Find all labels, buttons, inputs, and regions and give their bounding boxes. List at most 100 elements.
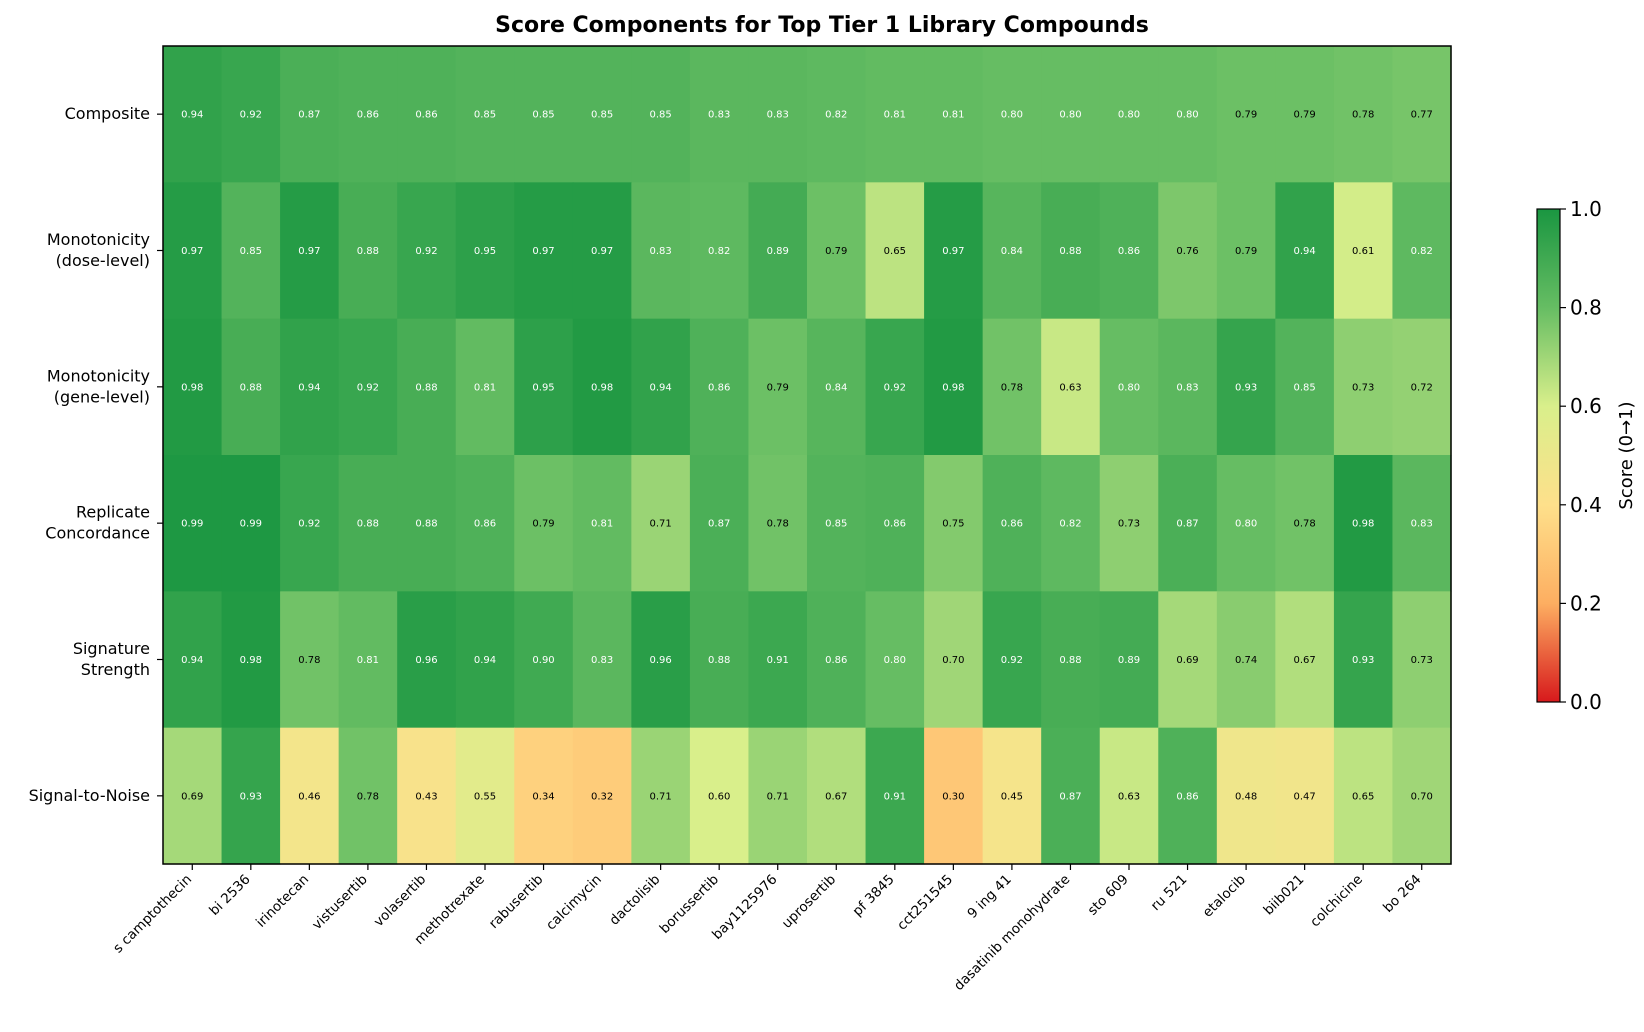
y-tick-label: Signal-to-Noise — [29, 786, 150, 805]
cell-value-label: 0.65 — [884, 246, 906, 257]
cell-value-label: 0.79 — [825, 246, 847, 257]
heatmap-cell — [748, 318, 808, 456]
cell-value-label: 0.79 — [1235, 246, 1257, 257]
cell-value-label: 0.93 — [1352, 655, 1374, 666]
cell-value-label: 0.89 — [767, 246, 789, 257]
heatmap-cell — [631, 318, 691, 456]
cell-value-label: 0.85 — [591, 110, 613, 121]
heatmap-cell — [397, 46, 457, 183]
heatmap-cell — [455, 727, 515, 865]
heatmap-cell — [1216, 455, 1276, 592]
x-tick-label: bo 264 — [1380, 872, 1424, 916]
cell-value-label: 0.85 — [650, 110, 672, 121]
cell-value-label: 0.73 — [1118, 519, 1140, 530]
heatmap-cell — [1158, 591, 1218, 729]
heatmap-cell — [221, 46, 281, 183]
heatmap-cell — [163, 182, 223, 320]
heatmap-cell — [631, 182, 691, 320]
cell-value-label: 0.81 — [591, 519, 613, 530]
cell-value-label: 0.80 — [1176, 110, 1198, 121]
cell-value-label: 0.80 — [884, 655, 906, 666]
cell-value-label: 0.92 — [240, 110, 262, 121]
cell-value-label: 0.87 — [1176, 519, 1198, 530]
colorbar-gradient — [1536, 208, 1561, 703]
x-tick-label: volasertib — [371, 872, 430, 931]
heatmap-cell — [1158, 182, 1218, 320]
heatmap-cell — [572, 318, 632, 456]
heatmap-cell — [1216, 318, 1276, 456]
cell-value-label: 0.83 — [767, 110, 789, 121]
heatmap-cell — [280, 455, 340, 592]
cell-value-label: 0.83 — [708, 110, 730, 121]
x-tick-label: bi 2536 — [206, 872, 253, 919]
cell-value-label: 0.82 — [708, 246, 730, 257]
heatmap-cell — [1099, 46, 1159, 183]
heatmap-cell — [924, 318, 984, 456]
x-tick-label: uprosertib — [779, 872, 839, 932]
heatmap-cell — [807, 182, 867, 320]
cell-value-label: 0.88 — [357, 519, 379, 530]
heatmap-cell — [982, 455, 1042, 592]
cell-value-label: 0.74 — [1235, 655, 1257, 666]
heatmap-cell — [280, 318, 340, 456]
cell-value-label: 0.81 — [942, 110, 964, 121]
heatmap-cell — [807, 727, 867, 865]
cell-value-label: 0.98 — [1352, 519, 1374, 530]
colorbar-tick-label: 0.4 — [1570, 493, 1602, 517]
cell-value-label: 0.81 — [474, 382, 496, 393]
cell-value-label: 0.30 — [942, 791, 964, 802]
cell-value-label: 0.78 — [767, 519, 789, 530]
heatmap-cell — [631, 727, 691, 865]
cell-value-label: 0.82 — [1059, 519, 1081, 530]
heatmap-cell — [748, 182, 808, 320]
cell-value-label: 0.77 — [1411, 110, 1433, 121]
x-tick-label: cct251545 — [894, 872, 956, 934]
cell-value-label: 0.71 — [650, 791, 672, 802]
heatmap-cell — [865, 182, 925, 320]
heatmap-cell — [1099, 455, 1159, 592]
cell-value-label: 0.88 — [708, 655, 730, 666]
heatmap-cells — [163, 46, 1452, 865]
cell-value-label: 0.97 — [298, 246, 320, 257]
cell-value-label: 0.73 — [1352, 382, 1374, 393]
cell-value-label: 0.88 — [1059, 246, 1081, 257]
cell-value-label: 0.86 — [825, 655, 847, 666]
x-tick-label: vistusertib — [309, 872, 371, 934]
heatmap-cell — [338, 455, 398, 592]
cell-value-label: 0.85 — [240, 246, 262, 257]
heatmap-cell — [221, 318, 281, 456]
colorbar-tick-label: 0.2 — [1570, 591, 1602, 615]
heatmap-cell — [1392, 591, 1452, 729]
cell-value-label: 0.70 — [1411, 791, 1433, 802]
cell-value-label: 0.86 — [357, 110, 379, 121]
heatmap-cell — [572, 46, 632, 183]
heatmap-cell — [163, 591, 223, 729]
cell-value-label: 0.88 — [1059, 655, 1081, 666]
heatmap-cell — [280, 591, 340, 729]
cell-value-label: 0.94 — [298, 382, 320, 393]
cell-value-label: 0.95 — [532, 382, 554, 393]
heatmap-cell — [514, 591, 574, 729]
cell-value-label: 0.83 — [1411, 519, 1433, 530]
y-tick-label: Composite — [65, 104, 150, 123]
cell-value-label: 0.87 — [298, 110, 320, 121]
cell-value-label: 0.92 — [357, 382, 379, 393]
cell-value-label: 0.94 — [650, 382, 672, 393]
cell-value-label: 0.86 — [1001, 519, 1023, 530]
x-tick-label: etalocib — [1200, 872, 1249, 921]
cell-value-label: 0.79 — [532, 519, 554, 530]
cell-value-label: 0.72 — [1411, 382, 1433, 393]
heatmap-cell — [221, 591, 281, 729]
heatmap-cell — [338, 318, 398, 456]
cell-value-label: 0.94 — [181, 655, 203, 666]
cell-value-label: 0.92 — [298, 519, 320, 530]
cell-value-label: 0.81 — [357, 655, 379, 666]
cell-value-label: 0.85 — [532, 110, 554, 121]
heatmap-cell — [689, 318, 750, 456]
x-tick-label: 9 ing 41 — [964, 872, 1014, 922]
cell-value-label: 0.93 — [1235, 382, 1257, 393]
cell-value-label: 0.80 — [1118, 110, 1140, 121]
x-tick-label: biib021 — [1260, 872, 1307, 919]
heatmap-cell — [807, 591, 867, 729]
